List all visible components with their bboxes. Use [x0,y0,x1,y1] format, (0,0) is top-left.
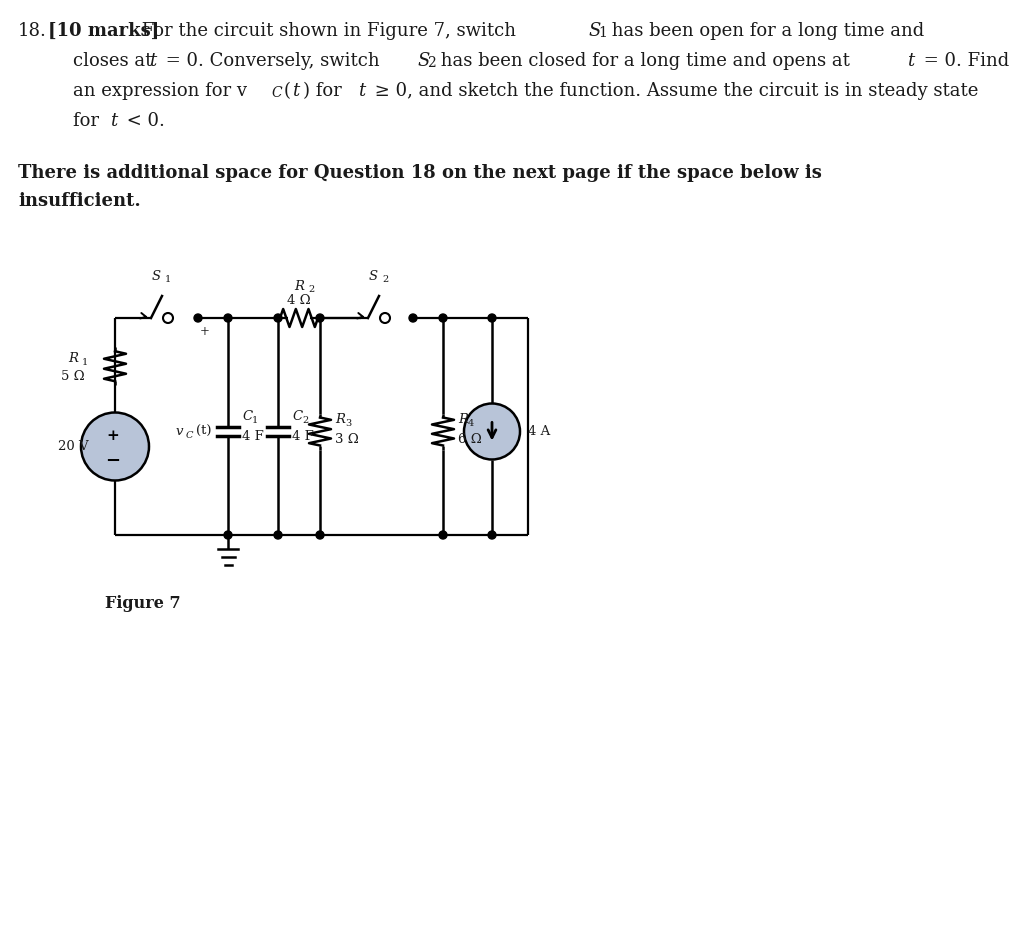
Circle shape [464,403,520,460]
Text: ≥ 0, and sketch the function. Assume the circuit is in steady state: ≥ 0, and sketch the function. Assume the… [369,82,978,100]
Text: t: t [358,82,366,100]
Text: t: t [292,82,299,100]
Text: C: C [292,410,302,423]
Circle shape [439,314,447,322]
Text: 2: 2 [427,56,436,70]
Text: 1: 1 [165,276,171,285]
Circle shape [488,314,496,322]
Text: There is additional space for Question 18 on the next page if the space below is: There is additional space for Question 1… [18,164,822,182]
Text: has been open for a long time and: has been open for a long time and [606,22,925,40]
Text: has been closed for a long time and opens at: has been closed for a long time and open… [435,52,856,70]
Text: 4 A: 4 A [528,425,550,438]
Text: 3 Ω: 3 Ω [335,433,358,446]
Text: (: ( [284,82,291,100]
Text: C: C [186,431,194,440]
Text: S: S [417,52,429,70]
Text: 5 Ω: 5 Ω [61,370,85,383]
Text: R: R [335,413,345,426]
Text: t: t [110,112,118,130]
Text: = 0. Conversely, switch: = 0. Conversely, switch [160,52,385,70]
Circle shape [224,531,232,539]
Text: 2: 2 [302,416,308,425]
Text: R: R [458,413,468,426]
Text: = 0. Find: = 0. Find [918,52,1010,70]
Text: insufficient.: insufficient. [18,192,140,210]
Text: [10 marks]: [10 marks] [48,22,160,40]
Text: 4 Ω: 4 Ω [287,293,311,306]
Circle shape [316,314,324,322]
Text: Figure 7: Figure 7 [105,595,180,612]
Text: < 0.: < 0. [121,112,165,130]
Circle shape [316,531,324,539]
Text: +: + [106,429,120,443]
Text: +: + [200,325,210,338]
Text: R: R [68,352,78,364]
Circle shape [274,314,282,322]
Text: S: S [152,269,161,282]
Text: 4: 4 [468,419,474,428]
Circle shape [409,314,417,322]
Text: 20 V: 20 V [58,440,89,453]
Text: 1: 1 [252,416,258,425]
Text: 18.: 18. [18,22,47,40]
Text: 6 Ω: 6 Ω [458,433,481,446]
Text: 4 F: 4 F [292,430,313,443]
Text: t: t [150,52,157,70]
Text: an expression for v: an expression for v [73,82,247,100]
Text: S: S [588,22,600,40]
Text: 2: 2 [308,286,314,294]
Text: 1: 1 [82,358,88,366]
Text: S: S [369,269,378,282]
Circle shape [274,531,282,539]
Text: 1: 1 [598,26,607,40]
Text: closes at: closes at [73,52,158,70]
Circle shape [439,531,447,539]
Text: v: v [176,425,183,438]
Text: C: C [242,410,252,423]
Circle shape [194,314,202,322]
Text: (t): (t) [196,425,212,438]
Circle shape [488,531,496,539]
Text: t: t [907,52,914,70]
Text: 2: 2 [382,276,388,285]
Circle shape [224,314,232,322]
Text: R: R [294,279,304,292]
Text: −: − [105,451,121,470]
Text: C: C [271,86,282,100]
Circle shape [81,413,150,480]
Text: For the circuit shown in Figure 7, switch: For the circuit shown in Figure 7, switc… [136,22,522,40]
Text: for: for [73,112,104,130]
Text: 3: 3 [345,419,351,428]
Text: 4 F: 4 F [242,430,264,443]
Text: ) for: ) for [303,82,347,100]
